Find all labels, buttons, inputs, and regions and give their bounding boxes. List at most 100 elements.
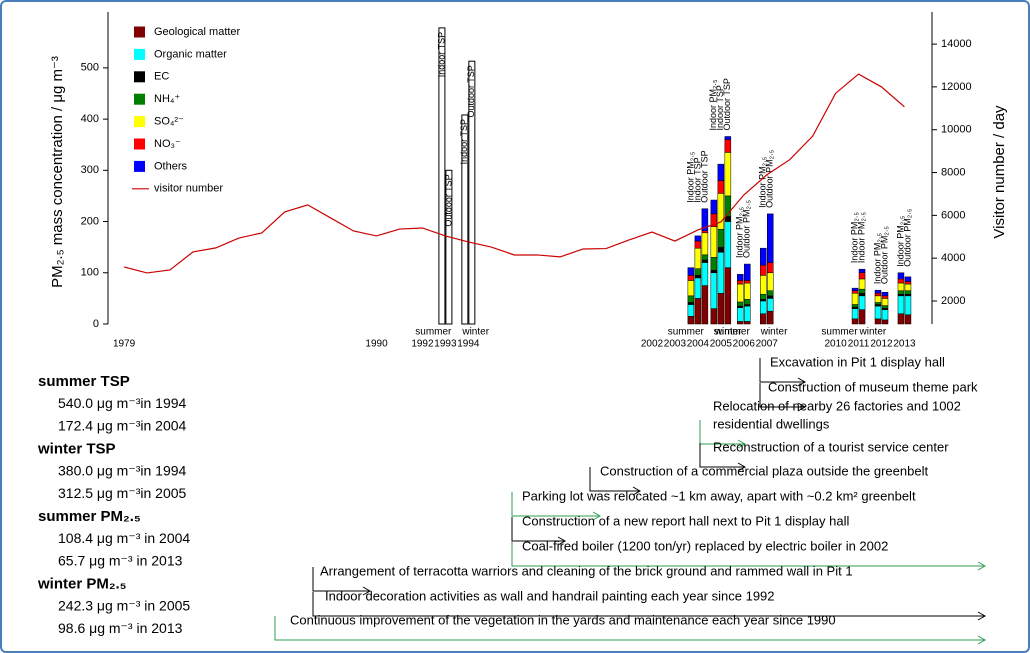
legend-swatch: [134, 138, 145, 150]
legend-swatch: [134, 93, 145, 105]
bar-segment: [874, 289, 882, 294]
bar-segment: [759, 313, 767, 325]
bar-segment: [858, 278, 866, 290]
bar-segment: [701, 208, 709, 232]
y-tick-label: 100: [81, 267, 99, 279]
x-tick-label: 1992: [411, 339, 434, 350]
bar-segment: [897, 282, 905, 291]
bar-label: Indoor TSP: [692, 157, 702, 202]
x-tick-label: 1990: [365, 339, 388, 350]
bar-segment: [724, 267, 732, 325]
bar-segment: [744, 280, 751, 284]
bar-segment: [766, 272, 774, 291]
x-tick-label: 2004: [687, 339, 710, 350]
bar-segment: [687, 304, 695, 317]
bar-segment: [694, 277, 702, 299]
summary-heading: winter TSP: [37, 440, 116, 457]
season-label: winter: [714, 327, 742, 338]
bar-segment: [724, 216, 732, 222]
y-tick-label: 500: [81, 62, 99, 74]
bar-segment: [881, 291, 889, 297]
bar-segment: [687, 275, 695, 281]
event-text: Reconstruction of a tourist service cent…: [713, 439, 949, 454]
bar-segment: [858, 272, 866, 280]
x-tick-label: 2002: [641, 339, 664, 350]
bar-segment: [724, 136, 732, 140]
x-tick-label: 2006: [733, 339, 756, 350]
bar-segment: [904, 276, 912, 282]
arrow-head: [977, 635, 987, 645]
bar-segment: [904, 281, 912, 285]
bar-label: Indoor TSP: [459, 119, 469, 164]
event-arrow: [699, 443, 745, 468]
bar-label: Indoor PM₂.₅: [856, 212, 866, 264]
bar-segment: [694, 235, 702, 242]
bar-segment: [851, 318, 859, 325]
y-tick-label: 300: [81, 164, 99, 176]
bar-segment: [881, 309, 889, 321]
event-text: Arrangement of terracotta warriors and c…: [320, 563, 853, 578]
summary-line: 108.4 μg m⁻³ in 2004: [58, 530, 190, 546]
bar-segment: [759, 275, 767, 295]
event-text: Excavation in Pit 1 display hall: [770, 354, 945, 369]
legend-label: visitor number: [154, 183, 223, 195]
summary-heading: summer TSP: [38, 373, 130, 390]
legend-swatch: [134, 160, 145, 172]
bar-segment: [897, 290, 905, 295]
x-tick-label: 2010: [824, 339, 847, 350]
summary-heading: winter PM₂.₅: [37, 575, 127, 592]
bar: [468, 60, 476, 325]
bar-segment: [766, 310, 774, 325]
arrow-head: [977, 561, 987, 571]
event-arrow: [312, 592, 985, 617]
bar: [438, 27, 446, 325]
bar-label: Indoor PM₂.₅: [849, 212, 859, 264]
bar-segment: [766, 298, 774, 312]
bar-segment: [717, 293, 725, 325]
bar-segment: [858, 288, 866, 294]
season-label: winter: [859, 327, 887, 338]
bar-label: Indoor PM₂.₅: [872, 233, 882, 285]
bar-label: Indoor TSP: [436, 32, 446, 77]
bar-segment: [744, 321, 751, 325]
bar-segment: [858, 293, 866, 297]
bar-segment: [687, 280, 695, 297]
bar-segment: [744, 305, 751, 322]
bar-segment: [766, 295, 774, 299]
bar-segment: [744, 282, 751, 300]
bar-segment: [724, 139, 732, 153]
event-arrow: [511, 542, 985, 567]
bar-segment: [881, 319, 889, 325]
event-arrow: [759, 358, 805, 383]
event-text: Construction of museum theme park: [768, 379, 978, 394]
bar-segment: [737, 307, 744, 322]
y2-tick-label: 8000: [941, 166, 965, 178]
bar-label: Outdoor PM₂.₅: [742, 200, 752, 259]
arrow-head: [797, 377, 807, 387]
event-arrow: [511, 517, 565, 542]
y2-tick-label: 10000: [941, 124, 972, 136]
y2-tick-label: 12000: [941, 81, 972, 93]
bar-segment: [694, 298, 702, 325]
bar-segment: [701, 254, 709, 261]
y-tick-label: 400: [81, 113, 99, 125]
bar-segment: [744, 263, 751, 281]
bar-segment: [897, 313, 905, 325]
x-tick-label: 2007: [756, 339, 779, 350]
bar-segment: [701, 285, 709, 325]
bar-segment: [687, 267, 695, 276]
bar-segment: [687, 295, 695, 303]
event-text: residential dwellings: [713, 416, 830, 431]
event-text: Coal-fired boiler (1200 ton/yr) replaced…: [522, 538, 888, 553]
bar-segment: [858, 268, 866, 274]
bar-segment: [904, 290, 912, 295]
arrow-head: [797, 402, 807, 412]
bar-label: Indoor PM₂.₅: [895, 215, 905, 267]
legend-swatch: [134, 48, 145, 60]
x-tick-label: 1993: [434, 339, 457, 350]
bar-segment: [717, 228, 725, 248]
summary-line: 98.6 μg m⁻³ in 2013: [58, 620, 183, 636]
x-tick-label: 2013: [893, 339, 916, 350]
